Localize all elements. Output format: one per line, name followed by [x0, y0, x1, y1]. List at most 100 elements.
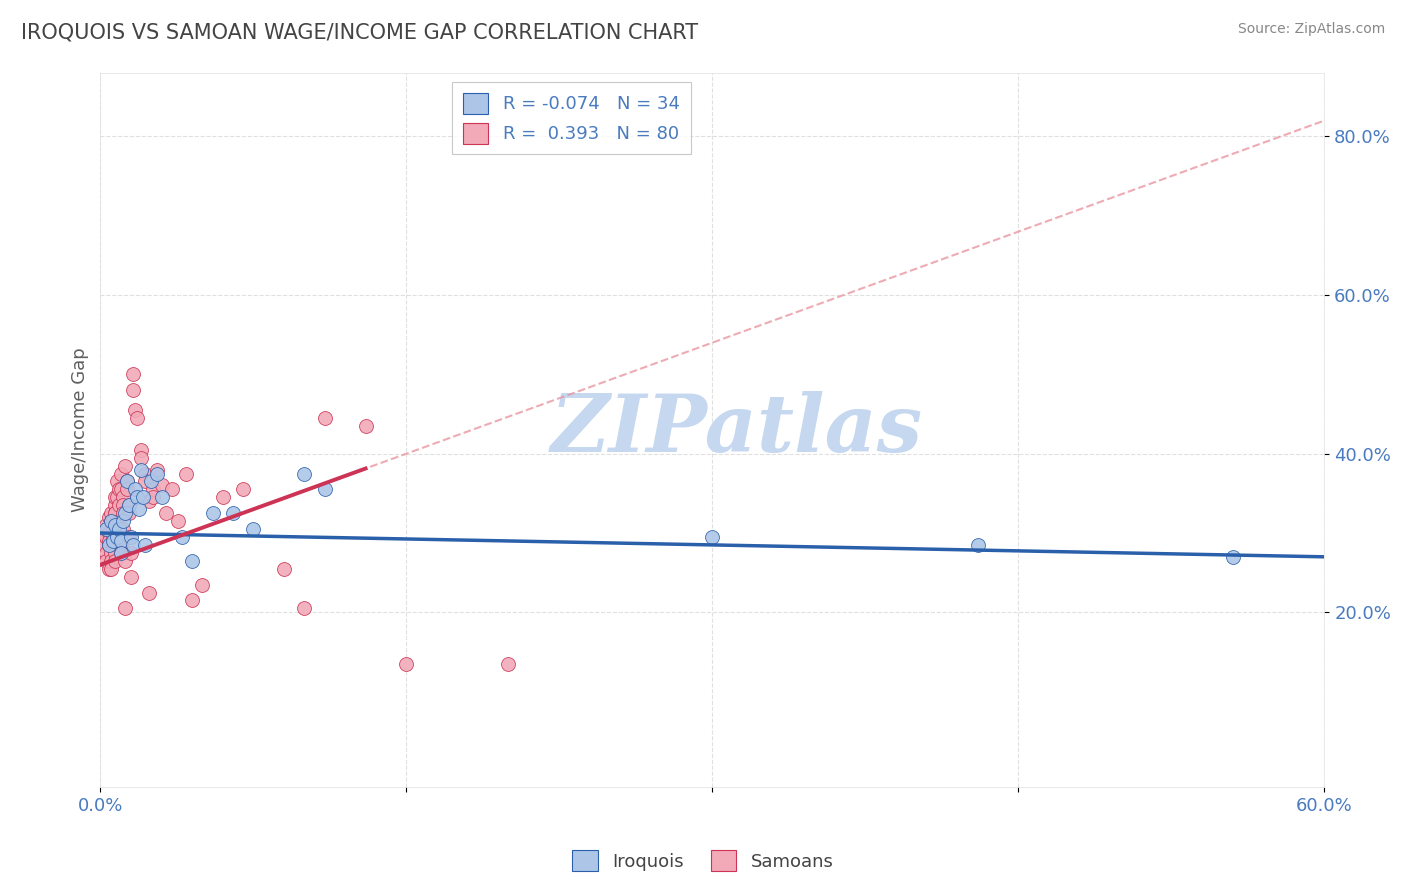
Point	[100, 546, 122, 560]
Point	[118, 498, 141, 512]
Point	[100, 506, 122, 520]
Point	[111, 506, 134, 520]
Point	[96, 522, 118, 536]
Point	[395, 657, 418, 671]
Point	[146, 462, 169, 476]
Point	[96, 554, 118, 568]
Point	[142, 483, 165, 497]
Point	[104, 518, 127, 533]
Point	[118, 498, 141, 512]
Point	[134, 467, 156, 481]
Point	[105, 530, 128, 544]
Legend: R = -0.074   N = 34, R =  0.393   N = 80: R = -0.074 N = 34, R = 0.393 N = 80	[453, 82, 690, 154]
Point	[118, 530, 141, 544]
Point	[111, 514, 134, 528]
Point	[97, 510, 120, 524]
Point	[129, 442, 152, 457]
Point	[201, 506, 224, 520]
Point	[314, 483, 336, 497]
Point	[155, 506, 177, 520]
Point	[97, 533, 120, 548]
Point	[104, 554, 127, 568]
Point	[110, 467, 132, 481]
Point	[191, 577, 214, 591]
Point	[232, 483, 254, 497]
Point	[124, 483, 146, 497]
Point	[100, 514, 122, 528]
Point	[167, 514, 190, 528]
Point	[125, 491, 148, 505]
Point	[115, 483, 138, 497]
Point	[107, 522, 129, 536]
Point	[181, 554, 204, 568]
Point	[111, 498, 134, 512]
Point	[118, 506, 141, 520]
Point	[120, 530, 142, 544]
Point	[122, 368, 145, 382]
Point	[170, 530, 193, 544]
Point	[124, 403, 146, 417]
Point	[125, 411, 148, 425]
Point	[97, 562, 120, 576]
Point	[114, 601, 136, 615]
Y-axis label: Wage/Income Gap: Wage/Income Gap	[72, 348, 89, 512]
Point	[141, 475, 163, 489]
Legend: Iroquois, Samoans: Iroquois, Samoans	[565, 843, 841, 879]
Point	[354, 419, 377, 434]
Point	[107, 514, 129, 528]
Point	[702, 530, 724, 544]
Point	[498, 657, 520, 671]
Point	[114, 554, 136, 568]
Point	[128, 502, 150, 516]
Point	[93, 526, 115, 541]
Point	[110, 533, 132, 548]
Point	[134, 475, 156, 489]
Point	[292, 601, 315, 615]
Point	[150, 491, 173, 505]
Point	[142, 491, 165, 505]
Point	[107, 498, 129, 512]
Point	[1222, 549, 1244, 564]
Point	[114, 458, 136, 473]
Point	[96, 546, 118, 560]
Point	[105, 475, 128, 489]
Point	[104, 498, 127, 512]
Point	[114, 506, 136, 520]
Point	[110, 546, 132, 560]
Point	[132, 491, 155, 505]
Point	[110, 546, 132, 560]
Point	[242, 522, 264, 536]
Text: Source: ZipAtlas.com: Source: ZipAtlas.com	[1237, 22, 1385, 37]
Point	[104, 506, 127, 520]
Point	[101, 530, 124, 544]
Point	[101, 522, 124, 536]
Point	[97, 538, 120, 552]
Point	[96, 518, 118, 533]
Point	[150, 478, 173, 492]
Point	[105, 530, 128, 544]
Point	[104, 491, 127, 505]
Point	[134, 538, 156, 552]
Point	[110, 483, 132, 497]
Point	[96, 530, 118, 544]
Point	[93, 538, 115, 552]
Point	[146, 467, 169, 481]
Point	[100, 554, 122, 568]
Point	[101, 514, 124, 528]
Point	[104, 506, 127, 520]
Point	[129, 450, 152, 465]
Point	[115, 475, 138, 489]
Point	[222, 506, 245, 520]
Point	[115, 475, 138, 489]
Point	[138, 494, 160, 508]
Point	[101, 533, 124, 548]
Point	[181, 593, 204, 607]
Point	[292, 467, 315, 481]
Point	[122, 384, 145, 398]
Point	[111, 491, 134, 505]
Point	[120, 569, 142, 583]
Point	[160, 483, 183, 497]
Point	[105, 491, 128, 505]
Point	[111, 522, 134, 536]
Point	[966, 538, 988, 552]
